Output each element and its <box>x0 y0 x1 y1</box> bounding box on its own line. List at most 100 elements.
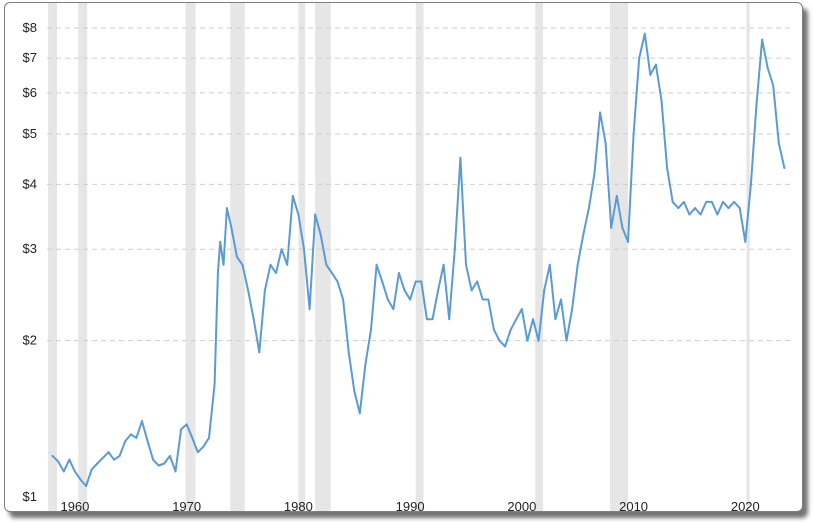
data-point <box>537 339 540 342</box>
data-point <box>626 240 629 243</box>
data-point <box>347 351 350 354</box>
data-point <box>101 456 104 459</box>
data-point <box>163 462 166 465</box>
data-point <box>107 451 110 454</box>
data-point <box>230 226 233 229</box>
data-point <box>381 280 384 283</box>
data-point <box>515 318 518 321</box>
data-point <box>554 318 557 321</box>
data-point <box>174 470 177 473</box>
data-point <box>666 167 669 170</box>
data-point <box>632 133 635 136</box>
y-tick-label: $3 <box>23 241 37 256</box>
data-point <box>375 263 378 266</box>
x-tick-label: 2020 <box>731 499 760 512</box>
data-point <box>749 183 752 186</box>
data-point <box>699 213 702 216</box>
data-point <box>291 194 294 197</box>
data-point <box>733 200 736 203</box>
data-point <box>654 63 657 66</box>
data-point <box>476 280 479 283</box>
y-tick-label: $4 <box>23 176 37 191</box>
data-point <box>124 440 127 443</box>
data-point <box>57 460 60 463</box>
data-point <box>766 66 769 69</box>
data-point <box>744 240 747 243</box>
data-point <box>280 248 283 251</box>
data-point <box>118 454 121 457</box>
shaded-period-7 <box>535 3 544 511</box>
y-tick-label: $7 <box>23 50 37 65</box>
data-point <box>755 103 758 106</box>
data-point <box>191 436 194 439</box>
data-point <box>587 207 590 210</box>
data-point <box>716 213 719 216</box>
data-point <box>559 298 562 301</box>
data-point <box>96 462 99 465</box>
data-point <box>135 436 138 439</box>
data-point <box>263 289 266 292</box>
shaded-period-5 <box>315 3 331 511</box>
data-point <box>414 280 417 283</box>
data-point <box>431 318 434 321</box>
data-point <box>705 200 708 203</box>
data-point <box>79 478 82 481</box>
data-point <box>504 345 507 348</box>
data-point <box>129 433 132 436</box>
data-point <box>487 298 490 301</box>
shaded-period-9 <box>746 3 750 511</box>
data-point <box>604 142 607 145</box>
data-point <box>677 207 680 210</box>
data-point <box>222 263 225 266</box>
data-point <box>342 298 345 301</box>
data-point <box>180 428 183 431</box>
data-point <box>330 271 333 274</box>
data-point <box>448 318 451 321</box>
data-point <box>51 454 54 457</box>
gridlines <box>47 27 790 342</box>
data-point <box>392 308 395 311</box>
shaded-period-6 <box>415 3 424 511</box>
data-point <box>777 142 780 145</box>
x-axis-ticks: 1960 1970 1980 1990 2000 2010 2020 <box>60 499 760 512</box>
data-point <box>152 458 155 461</box>
data-point <box>386 298 389 301</box>
data-point <box>649 73 652 76</box>
data-point <box>772 84 775 87</box>
data-point <box>582 233 585 236</box>
data-point <box>660 99 663 102</box>
data-point <box>308 308 311 311</box>
data-point <box>710 200 713 203</box>
data-point <box>370 328 373 331</box>
data-point <box>213 383 216 386</box>
shaded-period-0 <box>48 3 58 511</box>
data-point <box>721 200 724 203</box>
x-tick-label: 2010 <box>619 499 648 512</box>
shaded-period-8 <box>610 3 628 511</box>
data-point <box>409 298 412 301</box>
data-point <box>208 436 211 439</box>
data-point <box>113 458 116 461</box>
data-point <box>453 248 456 251</box>
data-point <box>140 420 143 423</box>
data-point <box>269 263 272 266</box>
data-point <box>565 339 568 342</box>
data-point <box>571 308 574 311</box>
shaded-periods <box>48 3 750 511</box>
data-point <box>252 318 255 321</box>
data-point <box>225 207 228 210</box>
chart-frame: $1 $2 $3 $4 $5 $6 $7 $8 1960 1970 1980 1990 2000 201… <box>4 2 803 512</box>
data-point <box>459 156 462 159</box>
data-point <box>185 423 188 426</box>
y-axis-ticks: $1 $2 $3 $4 $5 $6 $7 $8 <box>23 20 37 504</box>
data-point <box>621 226 624 229</box>
y-tick-label: $5 <box>23 126 37 141</box>
data-point <box>157 464 160 467</box>
data-point <box>196 451 199 454</box>
data-point <box>302 248 305 251</box>
series-line-0 <box>51 32 786 487</box>
data-point <box>610 226 613 229</box>
data-point <box>576 263 579 266</box>
data-point <box>688 213 691 216</box>
data-point <box>761 38 764 41</box>
